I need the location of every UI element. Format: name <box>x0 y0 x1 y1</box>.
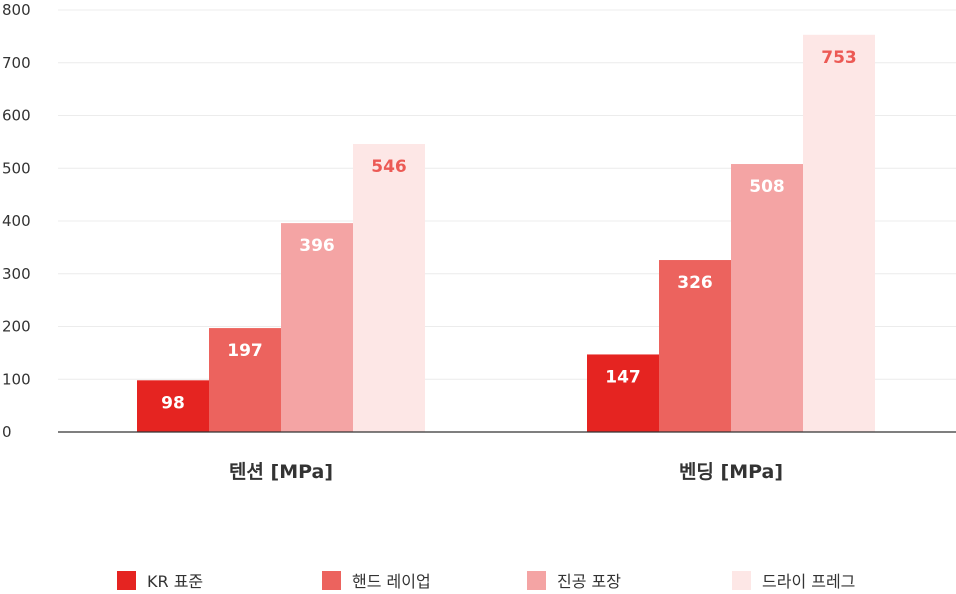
bar <box>137 380 209 432</box>
legend-swatch <box>322 571 341 590</box>
y-tick-label: 700 <box>2 54 31 72</box>
y-tick-label: 100 <box>2 370 31 388</box>
legend-item: 진공 포장 <box>527 571 621 591</box>
y-axis: 0 100 200 300 400 500 600 700 800 <box>2 1 31 441</box>
legend-swatch <box>117 571 136 590</box>
y-tick-label: 800 <box>2 1 31 19</box>
bar <box>587 354 659 432</box>
y-tick-label: 400 <box>2 212 31 230</box>
y-tick-label: 500 <box>2 159 31 177</box>
y-tick-label: 0 <box>2 423 12 441</box>
bar <box>353 143 425 433</box>
bars <box>137 34 875 433</box>
bar <box>803 34 875 432</box>
legend-item: 드라이 프레그 <box>732 571 855 591</box>
bar-value-label: 396 <box>299 236 335 256</box>
bar <box>209 328 281 432</box>
legend-label: KR 표준 <box>147 572 203 591</box>
legend: KR 표준 핸드 레이업 진공 포장 드라이 프레그 <box>117 571 855 591</box>
bar <box>659 260 731 432</box>
bar-value-label: 197 <box>227 341 263 361</box>
x-axis-categories: 텐션 [MPa] 벤딩 [MPa] <box>229 461 783 483</box>
legend-swatch <box>527 571 546 590</box>
bar-value-label: 508 <box>749 177 785 197</box>
y-tick-label: 300 <box>2 265 31 283</box>
legend-item: KR 표준 <box>117 571 203 591</box>
bar-value-label: 326 <box>677 273 713 293</box>
gridlines <box>58 9 956 380</box>
x-category-label: 벤딩 [MPa] <box>679 461 783 483</box>
bar <box>281 223 353 432</box>
bar-value-label: 546 <box>371 157 407 177</box>
y-tick-label: 200 <box>2 318 31 336</box>
legend-label: 진공 포장 <box>557 572 621 591</box>
bar-value-label: 98 <box>161 393 185 413</box>
bar-value-label: 147 <box>605 367 641 387</box>
bar-value-label: 753 <box>821 48 857 68</box>
legend-swatch <box>732 571 751 590</box>
x-category-label: 텐션 [MPa] <box>229 461 333 483</box>
data-labels: 98 197 396 546 147 326 508 753 <box>161 48 857 414</box>
legend-label: 드라이 프레그 <box>762 572 855 591</box>
bar <box>731 164 803 432</box>
legend-label: 핸드 레이업 <box>352 572 431 591</box>
y-tick-label: 600 <box>2 107 31 125</box>
legend-item: 핸드 레이업 <box>322 571 431 591</box>
